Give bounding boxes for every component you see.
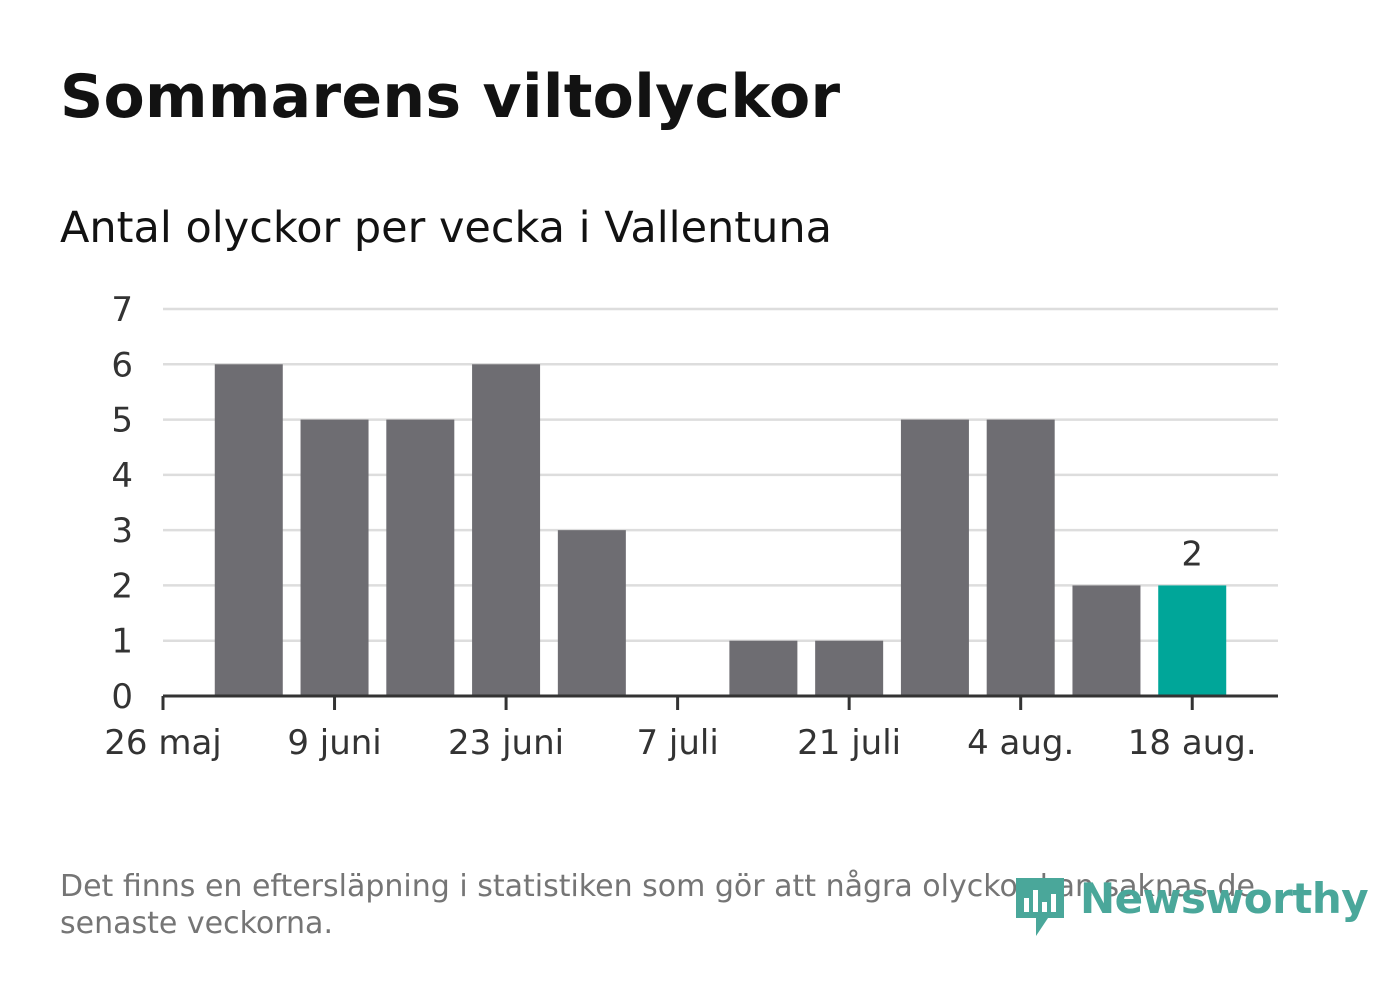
bar (729, 640, 798, 696)
bars (214, 364, 1227, 696)
y-tick-label: 6 (111, 345, 133, 385)
bar (986, 419, 1055, 696)
bar (472, 364, 541, 696)
y-tick-label: 2 (111, 566, 133, 606)
bar (557, 530, 626, 696)
x-axis (161, 694, 1278, 710)
y-tick-label: 1 (111, 622, 133, 662)
bar (815, 640, 884, 696)
x-tick-label: 26 maj (104, 723, 221, 763)
x-tick-label: 18 aug. (1128, 723, 1257, 763)
y-tick-label: 5 (111, 401, 133, 441)
x-tick-label: 7 juli (636, 723, 718, 763)
x-tick-label: 23 juni (448, 723, 564, 763)
newsworthy-logo: Newsworthy (1010, 870, 1369, 950)
y-tick-label: 0 (111, 677, 133, 717)
chart-title: Sommarens viltolyckor (60, 62, 841, 132)
chart-subtitle: Antal olyckor per vecka i Vallentuna (60, 203, 833, 253)
data-label: 2 (1181, 534, 1203, 574)
bar-chart-speech-bubble-icon (1016, 878, 1064, 936)
brand-name: Newsworthy (1080, 874, 1369, 923)
bar (1072, 585, 1141, 696)
y-tick-label: 3 (111, 511, 133, 551)
y-tick-label: 7 (111, 290, 133, 330)
bar (214, 364, 283, 696)
bar (300, 419, 369, 696)
x-tick-label: 21 juli (797, 723, 901, 763)
bar (1158, 585, 1227, 696)
bar (386, 419, 455, 696)
x-tick-label: 4 aug. (967, 723, 1074, 763)
bar (900, 419, 969, 696)
y-tick-label: 4 (111, 456, 133, 496)
x-tick-label: 9 juni (287, 723, 381, 763)
labels: 0 1 2 3 4 5 6 7 2 26 maj 9 juni 23 juni 7 juli 21 jul… (104, 290, 1256, 763)
